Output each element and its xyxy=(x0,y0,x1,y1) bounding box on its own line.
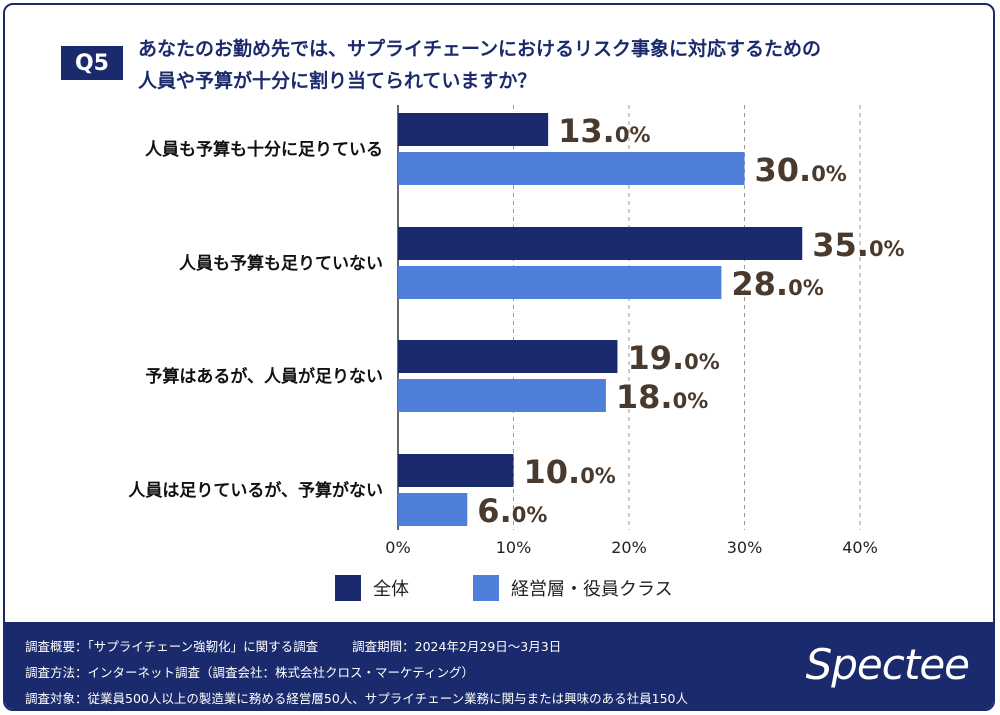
bar-all xyxy=(398,227,803,260)
category-label: 人員も予算も十分に足りている xyxy=(145,139,383,160)
bar-executives xyxy=(398,379,606,412)
data-label: 13.0% xyxy=(558,112,650,150)
survey-footer: 調査概要：「サプライチェーン強靭化」に関する調査 調査期間：2024年2月29日～… xyxy=(5,622,993,709)
spectee-logo: Spectee xyxy=(805,640,970,689)
bar-chart: 0% 10% 20% 30% 40% 人員も予算も十分に足りている 13.0% 30.0% 人員… xyxy=(128,105,905,557)
legend-label-all: 全体 xyxy=(373,579,409,600)
x-tick-label: 30% xyxy=(727,538,763,557)
x-tick-label: 20% xyxy=(611,538,647,557)
question-badge: Q5 xyxy=(61,46,123,80)
question-title-line-1: あなたのお勤め先では、サプライチェーンにおけるリスク事象に対応するための xyxy=(138,38,822,60)
legend-swatch-executives xyxy=(473,575,499,601)
footer-line-overview: 調査概要：「サプライチェーン強靭化」に関する調査 調査期間：2024年2月29日～… xyxy=(25,636,561,655)
category-label: 人員も予算も足りていない xyxy=(179,253,383,274)
legend-label-executives: 経営層・役員クラス xyxy=(511,579,673,600)
bar-executives xyxy=(398,266,722,299)
x-tick-label: 40% xyxy=(842,538,878,557)
question-title: あなたのお勤め先では、サプライチェーンにおけるリスク事象に対応するための 人員や… xyxy=(138,33,958,97)
data-label: 19.0% xyxy=(627,339,719,377)
data-label: 28.0% xyxy=(731,265,823,303)
chart-card: Q5 あなたのお勤め先では、サプライチェーンにおけるリスク事象に対応するための … xyxy=(3,3,995,711)
data-label: 35.0% xyxy=(812,226,904,264)
survey-period: 調査期間：2024年2月29日～3月3日 xyxy=(352,639,562,654)
survey-target: 調査対象：従業員500人以上の製造業に務める経営層50人、サプライチェーン業務に… xyxy=(25,691,689,706)
survey-method: 調査方法：インターネット調査（調査会社：株式会社クロス・マーケティング） xyxy=(25,665,475,680)
category-label: 人員は足りているが、予算がない xyxy=(128,480,383,501)
legend-item-all: 全体 xyxy=(335,575,409,601)
legend: 全体 経営層・役員クラス xyxy=(5,575,993,609)
data-label: 6.0% xyxy=(477,492,547,530)
x-tick-label: 10% xyxy=(496,538,532,557)
data-label: 10.0% xyxy=(524,453,616,491)
question-title-line-2: 人員や予算が十分に割り当てられていますか？ xyxy=(138,70,537,92)
bar-all xyxy=(398,113,549,146)
data-label: 30.0% xyxy=(755,151,847,189)
bar-all xyxy=(398,454,514,487)
legend-swatch-all xyxy=(335,575,361,601)
category-label: 予算はあるが、人員が足りない xyxy=(145,366,383,387)
bar-all xyxy=(398,340,618,373)
legend-item-executives: 経営層・役員クラス xyxy=(473,575,673,601)
data-label: 18.0% xyxy=(616,378,708,416)
x-tick-label: 0% xyxy=(385,538,410,557)
survey-overview: 調査概要：「サプライチェーン強靭化」に関する調査 xyxy=(25,639,319,654)
bar-executives xyxy=(398,152,745,185)
bar-executives xyxy=(398,493,468,526)
